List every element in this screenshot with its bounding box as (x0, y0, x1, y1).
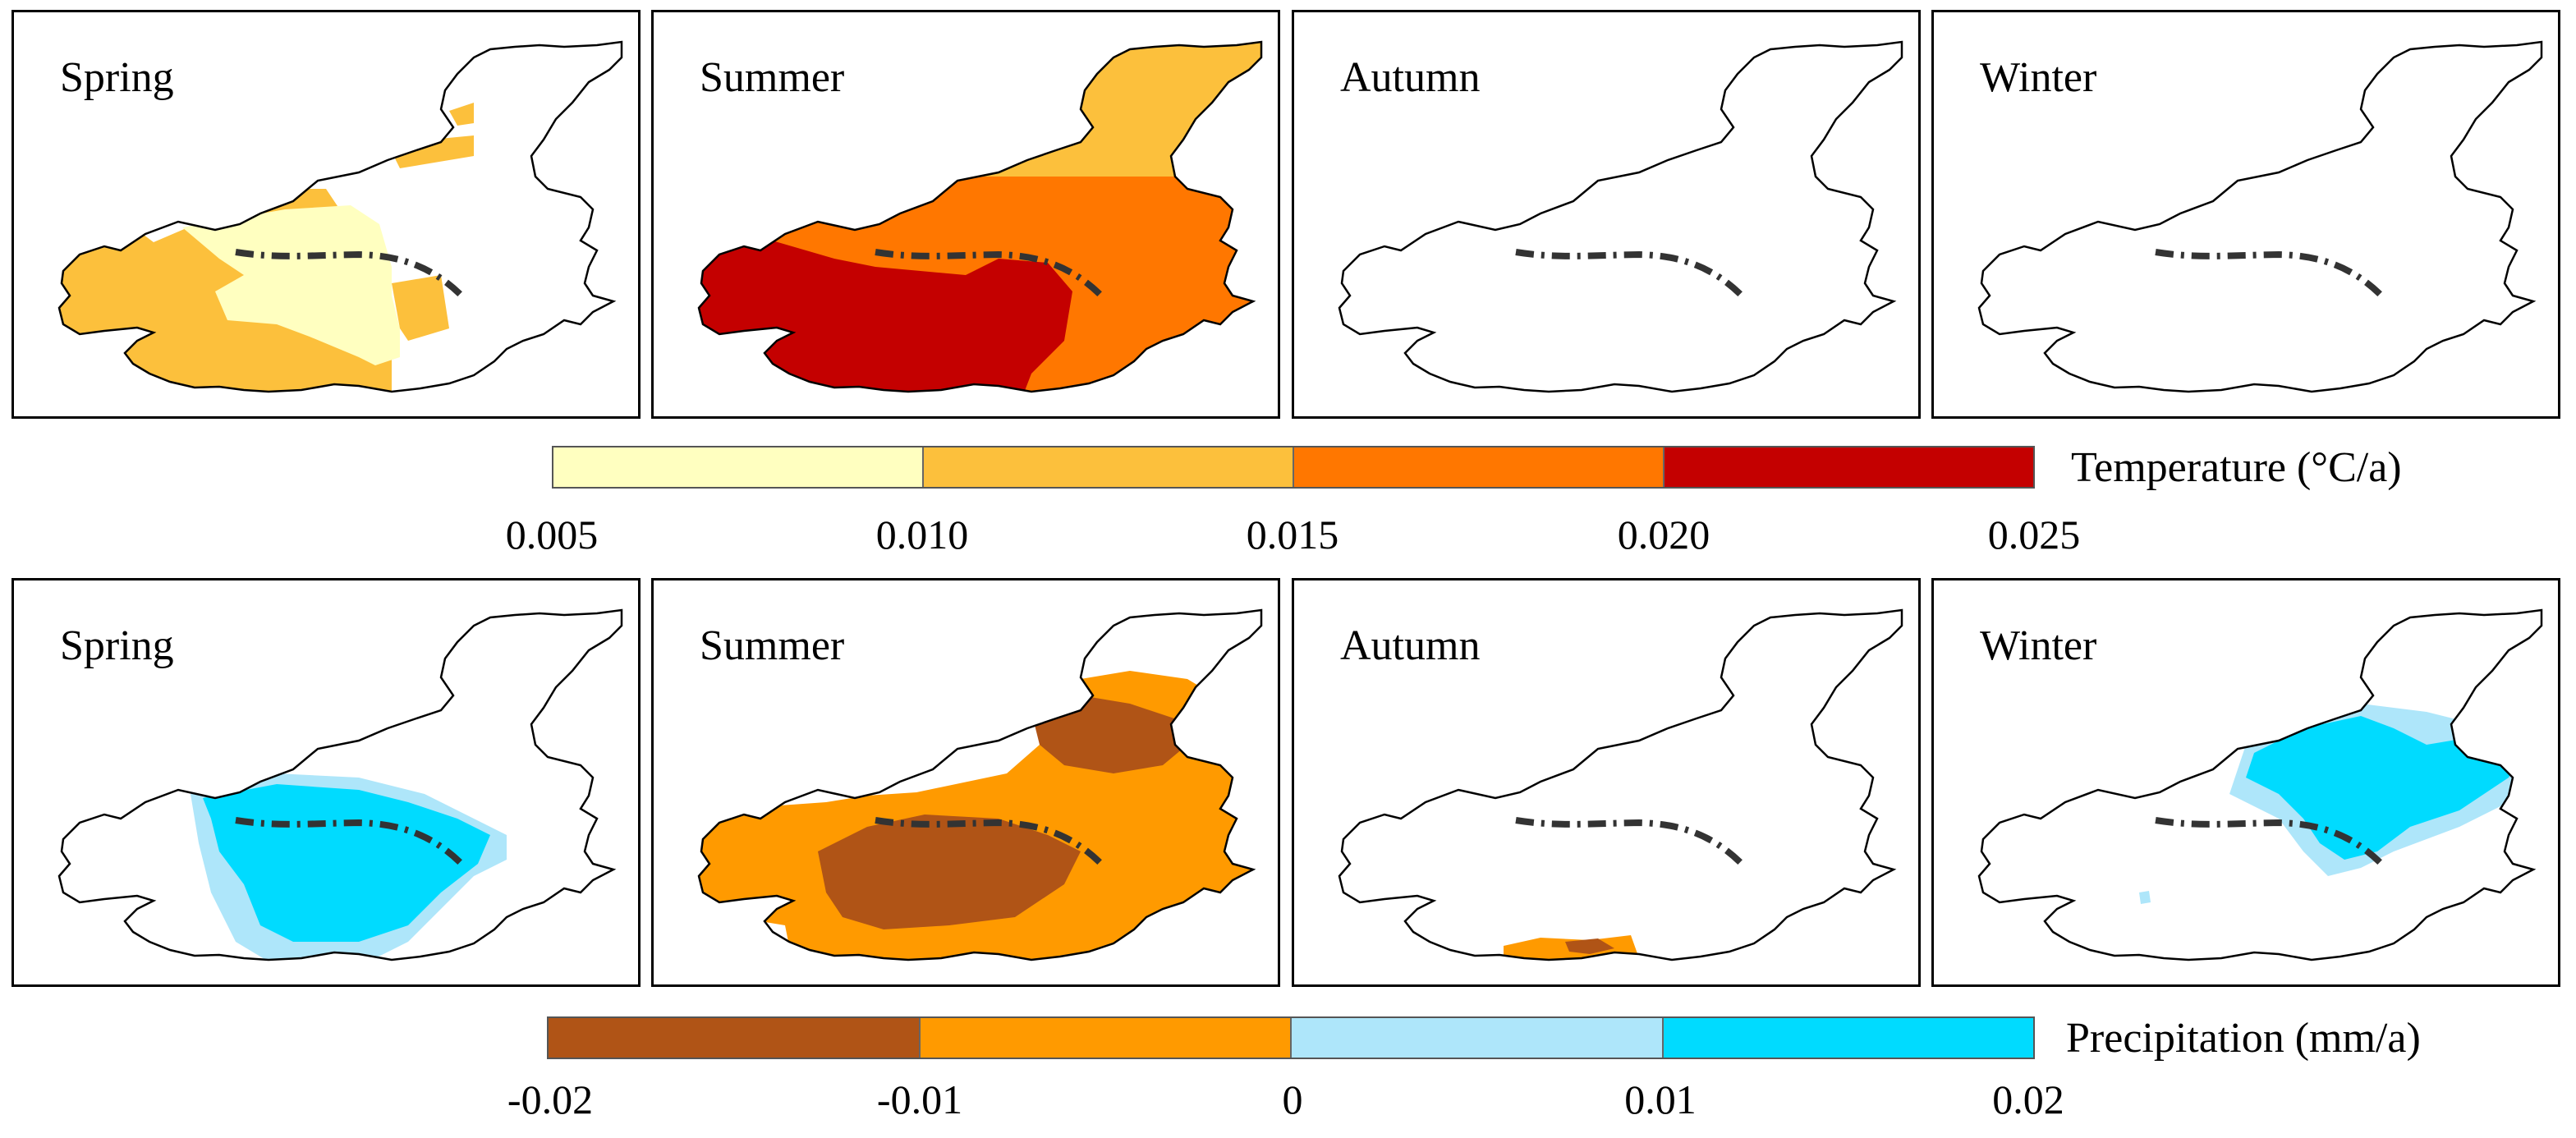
temperature-class-2 (924, 447, 1294, 487)
season-label: Winter (1980, 54, 2097, 101)
precipitation-tick: 0.01 (1624, 1076, 1697, 1122)
precipitation-tick: -0.02 (507, 1076, 594, 1122)
precipitation-tick: 0 (1282, 1076, 1303, 1122)
season-label: Autumn (1340, 622, 1481, 669)
season-label: Spring (60, 54, 174, 101)
temperature-class-4 (1665, 447, 2033, 487)
region-map (1338, 40, 1903, 393)
precipitation-tick: -0.01 (876, 1076, 963, 1122)
region-map (57, 40, 623, 393)
map-panel-temperature-spring: Spring (11, 10, 641, 419)
precipitation-class-2 (920, 1018, 1292, 1058)
temperature-legend-title: Temperature (°C/a) (2071, 444, 2402, 491)
region-map (697, 40, 1263, 393)
map-panel-temperature-winter: Winter (1931, 10, 2560, 419)
season-label: Autumn (1340, 54, 1481, 101)
temperature-tick: 0.015 (1246, 512, 1339, 558)
precipitation-legend-title: Precipitation (mm/a) (2066, 1015, 2421, 1062)
map-panel-precipitation-summer: Summer (651, 578, 1280, 987)
map-panel-precipitation-winter: Winter (1931, 578, 2560, 987)
temperature-colorbar (552, 446, 2035, 489)
season-label: Winter (1980, 622, 2097, 669)
precipitation-class-3 (1292, 1018, 1664, 1058)
region-map (697, 608, 1263, 961)
temperature-tick: 0.025 (1987, 512, 2081, 558)
temperature-tick: 0.005 (505, 512, 599, 558)
precipitation-class-4 (1663, 1018, 2033, 1058)
temperature-tick: 0.020 (1617, 512, 1710, 558)
temperature-tick: 0.010 (875, 512, 969, 558)
map-panel-precipitation-autumn: Autumn (1292, 578, 1921, 987)
season-label: Summer (700, 54, 845, 101)
precipitation-tick: 0.02 (1992, 1076, 2064, 1122)
map-panel-precipitation-spring: Spring (11, 578, 641, 987)
season-label: Summer (700, 622, 845, 669)
temperature-class-1 (553, 447, 924, 487)
map-panel-temperature-autumn: Autumn (1292, 10, 1921, 419)
precipitation-class-1 (549, 1018, 921, 1058)
map-panel-temperature-summer: Summer (651, 10, 1280, 419)
region-map (1977, 40, 2543, 393)
region-map (57, 608, 623, 961)
precipitation-colorbar (547, 1016, 2035, 1059)
season-label: Spring (60, 622, 174, 669)
temperature-class-3 (1294, 447, 1665, 487)
region-map (1977, 608, 2543, 961)
region-map (1338, 608, 1903, 961)
